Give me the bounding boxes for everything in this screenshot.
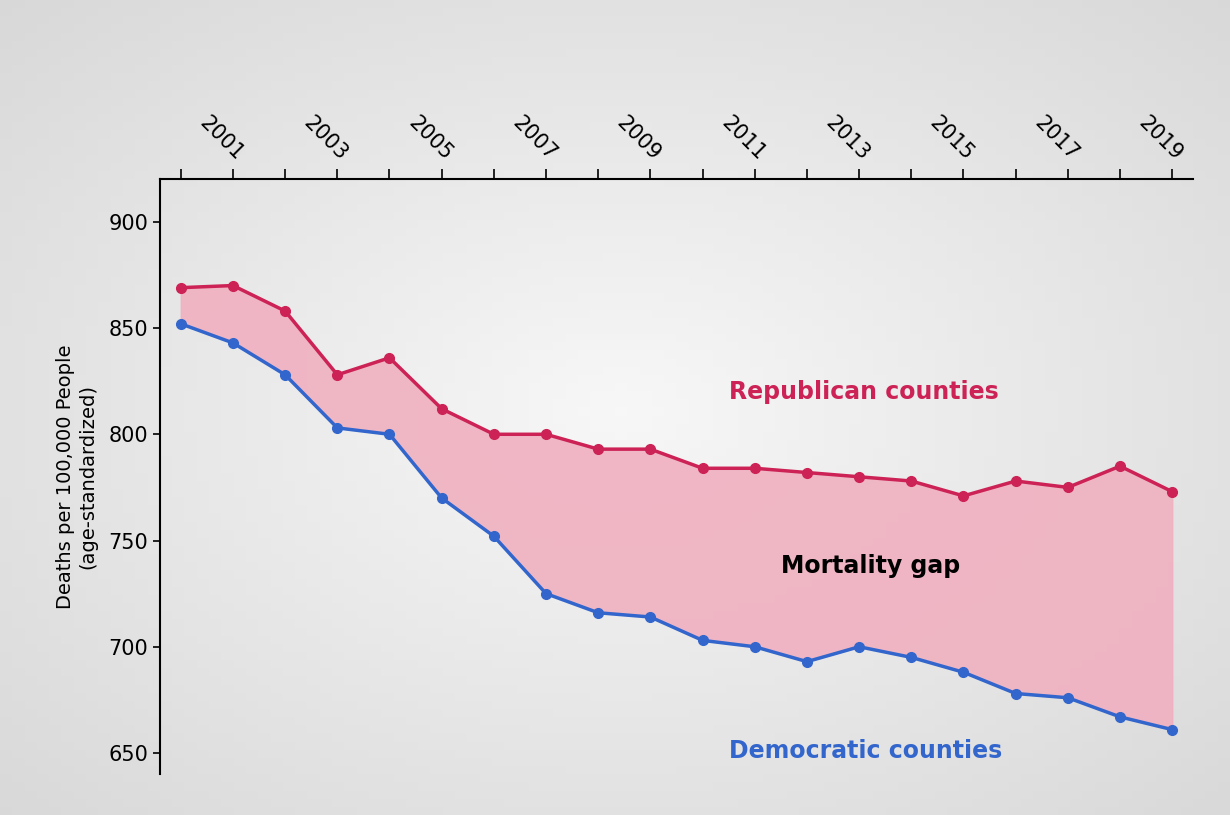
Text: Republican counties: Republican counties bbox=[728, 380, 999, 403]
Text: Mortality gap: Mortality gap bbox=[781, 554, 961, 578]
Text: Democratic counties: Democratic counties bbox=[728, 739, 1002, 763]
Y-axis label: Deaths per 100,000 People
(age-standardized): Deaths per 100,000 People (age-standardi… bbox=[57, 345, 97, 609]
